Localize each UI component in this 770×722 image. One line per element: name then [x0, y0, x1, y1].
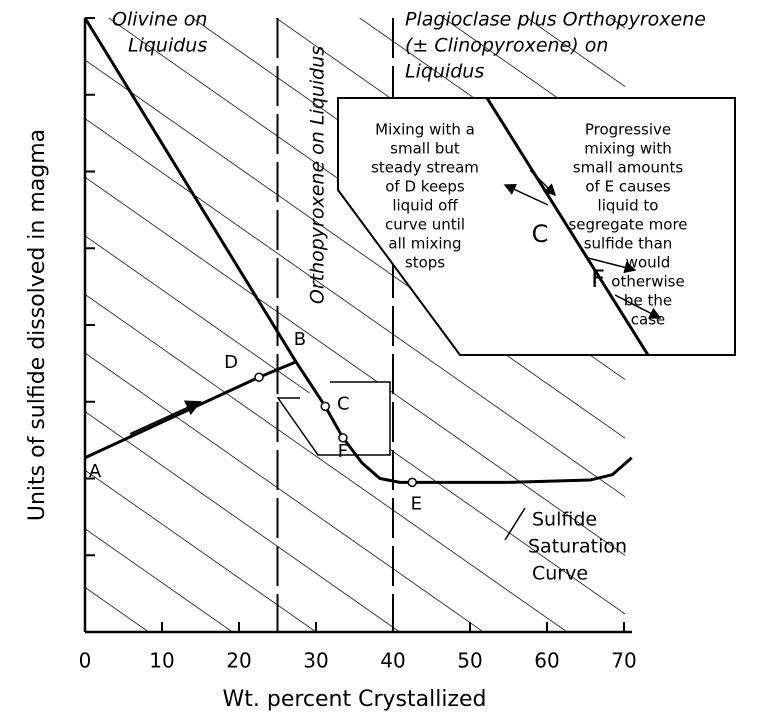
inset-text: of E causes [585, 178, 670, 196]
inset-text: all mixing [388, 235, 461, 253]
region-label: Liquidus [405, 61, 484, 83]
region-label: Olivine on [112, 9, 207, 31]
x-tick-label: 10 [149, 649, 174, 673]
x-tick-label: 70 [611, 649, 636, 673]
point [254, 372, 264, 382]
inset-text: sulfide than [584, 235, 673, 253]
arrow [129, 400, 202, 435]
y-axis-label: Units of sulfide dissolved in magma [25, 129, 50, 521]
x-tick-label: 40 [380, 649, 405, 673]
inset-text: of D keeps [385, 178, 465, 196]
inset-text: be the [624, 292, 672, 310]
point [338, 433, 348, 443]
x-tick-label: 30 [303, 649, 328, 673]
series-line [83, 17, 633, 484]
small-box [276, 381, 391, 456]
inset-box [337, 97, 736, 356]
point [320, 401, 330, 412]
inset-text: segregate more [568, 216, 687, 234]
region-label: Plagioclase plus Orthopyroxene [405, 9, 706, 31]
inset-text: Mixing with a [375, 121, 475, 139]
x-tick-label: 0 [79, 649, 92, 673]
inset-text: small but [390, 140, 460, 158]
curve-label: Curve [532, 563, 588, 585]
inset-label: F [591, 265, 605, 293]
inset-text: liquid to [598, 197, 659, 215]
arrow [503, 183, 549, 206]
inset-text: stops [405, 254, 445, 272]
inset-text: steady stream [371, 159, 479, 177]
leader [504, 507, 526, 541]
region-label: (± Clinopyroxene) on [405, 35, 608, 57]
inset-curve [485, 97, 650, 356]
x-tick-label: 60 [534, 649, 559, 673]
x-tick-label: 20 [226, 649, 251, 673]
x-axis-label: Wt. percent Crystallized [223, 687, 487, 712]
region-label: Liquidus [128, 35, 207, 57]
arrow [587, 257, 637, 274]
inset-text: curve until [385, 216, 465, 234]
inset-text: liquid off [392, 197, 458, 215]
arrow [529, 169, 557, 197]
inset-text: Progressive [585, 121, 671, 139]
point-label: C [337, 393, 350, 414]
region-label: Orthopyroxene on Liquidus [307, 46, 329, 304]
point-label: E [411, 493, 422, 514]
inset-text: mixing with [584, 140, 671, 158]
point-label: F [338, 441, 348, 462]
inset-text: small amounts [573, 159, 684, 177]
arrow [614, 294, 662, 319]
curve-label: Sulfide [532, 509, 597, 531]
curve-label: Saturation [528, 536, 627, 558]
point-label: D [224, 352, 238, 373]
inset-text: otherwise [611, 273, 684, 291]
overlay: A D B C F E Olivine on Liquidus Orthopyroxene on… [83, 9, 706, 585]
point-label: A [89, 461, 102, 482]
plot: 0 10 20 30 40 50 60 70 Wt. percent Crystallized U… [25, 17, 637, 712]
inset-text: case [631, 311, 665, 329]
point [407, 477, 417, 488]
inset-label: C [532, 220, 549, 248]
point-label: B [294, 329, 306, 350]
inset-text: would [626, 254, 671, 272]
x-tick-label: 50 [457, 649, 482, 673]
